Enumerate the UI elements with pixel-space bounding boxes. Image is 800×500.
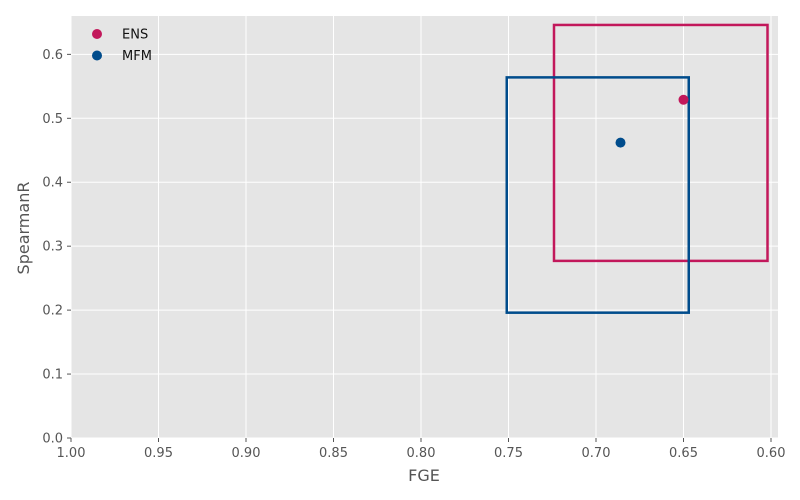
legend-label-mfm: MFM [122,49,152,64]
y-tick-label: 0.6 [42,48,63,63]
legend-label-ens: ENS [122,28,148,43]
legend-marker-ens [92,29,102,39]
y-axis-label: SpearmanR [14,182,33,275]
y-axis-ticks: 0.0 0.1 0.2 0.3 0.4 0.5 0.6 [42,48,71,447]
legend-marker-mfm [92,50,102,61]
x-tick-label: 0.65 [669,446,698,461]
y-tick-label: 0.0 [42,432,63,447]
x-tick-label: 0.85 [319,446,348,461]
x-tick-label: 0.95 [144,446,173,461]
x-tick-label: 0.90 [232,446,261,461]
range-boxes [505,23,769,314]
x-tick-label: 0.60 [757,446,786,461]
x-axis-label: FGE [408,466,440,485]
mfm-point [615,137,626,148]
x-axis-ticks: 1.00 0.95 0.90 0.85 0.80 0.75 0.70 0.65 0.60 [57,438,786,461]
grid-lines [70,16,778,439]
legend: ENS MFM [92,28,152,64]
x-tick-label: 0.75 [494,446,523,461]
x-tick-label: 1.00 [57,446,86,461]
y-tick-label: 0.2 [42,304,63,319]
y-tick-label: 0.4 [42,176,63,191]
plot-background [71,16,778,438]
y-tick-label: 0.5 [42,112,63,127]
x-tick-label: 0.80 [407,446,436,461]
x-tick-label: 0.70 [582,446,611,461]
data-points [615,94,689,148]
y-tick-label: 0.1 [42,368,63,383]
mfm-range-box [505,76,690,314]
ens-point [678,94,689,105]
ens-range-box [552,23,769,263]
y-tick-label: 0.3 [42,240,63,255]
